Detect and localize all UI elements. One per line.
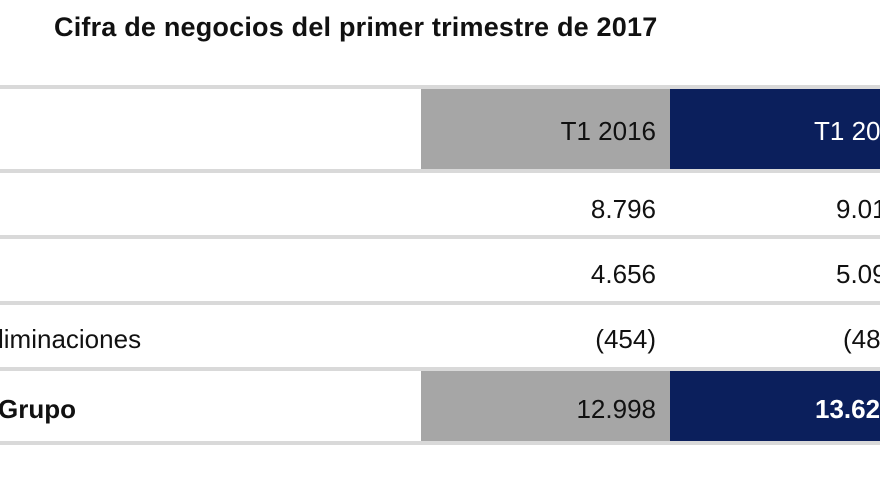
- row3-value-2017: (48: [843, 324, 880, 354]
- row3-label: liminaciones: [0, 324, 142, 354]
- row-divider: [0, 301, 880, 305]
- header-cell-2017: [670, 89, 880, 169]
- row-divider: [0, 235, 880, 239]
- total-cell-2016: [421, 371, 670, 441]
- page-title: Cifra de negocios del primer trimestre d…: [54, 12, 658, 42]
- table-top-rule: [0, 85, 880, 89]
- row-divider: [0, 169, 880, 173]
- header-label-2016: T1 2016: [560, 116, 656, 146]
- total-cell-2017: [670, 371, 880, 441]
- row2-value-2016: 4.656: [590, 259, 656, 289]
- total-value-2016: 12.998: [576, 394, 656, 424]
- row2-value-2017: 5.09: [836, 259, 880, 289]
- total-value-2017: 13.62: [815, 394, 880, 424]
- row-divider: [0, 367, 880, 371]
- header-cell-2016: [421, 89, 670, 169]
- row1-value-2017: 9.01: [836, 194, 880, 224]
- row3-value-2016: (454): [595, 324, 656, 354]
- header-label-2017: T1 20: [814, 116, 880, 146]
- total-label: Grupo: [0, 394, 76, 424]
- row1-value-2016: 8.796: [590, 194, 656, 224]
- table-bottom-rule: [0, 441, 880, 445]
